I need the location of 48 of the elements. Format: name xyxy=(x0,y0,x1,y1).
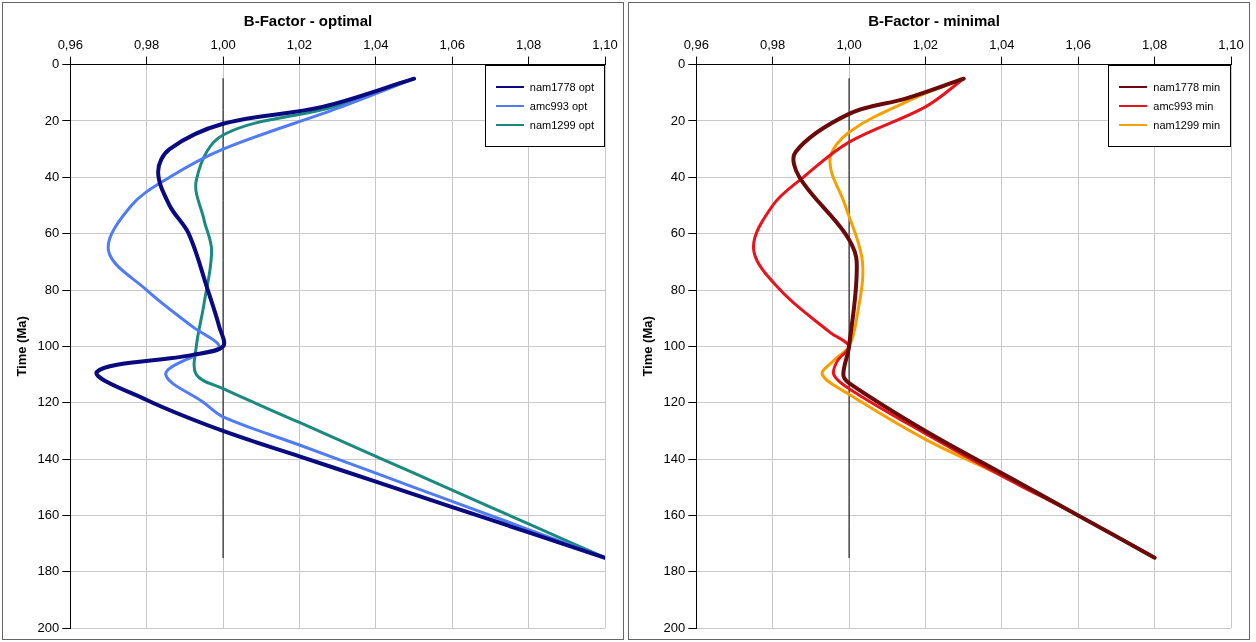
y-axis-title: Time (Ma) xyxy=(14,316,30,377)
y-tick-label: 20 xyxy=(670,112,686,128)
y-tick-label: 140 xyxy=(663,450,686,466)
x-tick-label: 0,96 xyxy=(57,37,83,53)
y-tick-label: 60 xyxy=(44,225,60,241)
y-tick-label: 20 xyxy=(44,112,60,128)
y-tick-label: 160 xyxy=(37,507,60,523)
x-tick-label: 1,06 xyxy=(1065,37,1091,53)
y-tick-label: 200 xyxy=(37,619,60,635)
x-tick-label: 1,10 xyxy=(1218,37,1244,53)
x-tick-label: 0,98 xyxy=(760,37,786,53)
y-tick-label: 180 xyxy=(37,563,60,579)
x-tick-label: 1,00 xyxy=(210,37,236,53)
legend-label: nam1778 min xyxy=(1153,81,1220,93)
y-tick-label: 120 xyxy=(37,394,60,410)
y-tick-label: 0 xyxy=(678,56,686,72)
y-tick-label: 40 xyxy=(44,168,60,184)
legend-label: nam1778 opt xyxy=(529,81,594,93)
y-tick-label: 180 xyxy=(663,563,686,579)
legend-label: amc993 min xyxy=(1153,100,1214,112)
y-tick-label: 140 xyxy=(37,450,60,466)
y-tick-label: 40 xyxy=(670,168,686,184)
x-tick-label: 1,00 xyxy=(836,37,862,53)
x-tick-label: 0,96 xyxy=(683,37,709,53)
x-tick-label: 1,10 xyxy=(592,37,618,53)
x-tick-label: 1,06 xyxy=(439,37,465,53)
y-tick-label: 100 xyxy=(663,337,686,353)
x-tick-label: 1,02 xyxy=(912,37,939,53)
x-tick-label: 1,04 xyxy=(363,37,389,53)
x-tick-label: 1,04 xyxy=(989,37,1015,53)
chart-title: B-Factor - minimal xyxy=(868,12,1000,30)
y-tick-label: 100 xyxy=(37,337,60,353)
y-tick-label: 60 xyxy=(670,225,686,241)
y-tick-label: 120 xyxy=(663,394,686,410)
x-tick-label: 1,02 xyxy=(286,37,313,53)
legend-label: amc993 opt xyxy=(529,100,588,112)
x-tick-label: 0,98 xyxy=(134,37,160,53)
legend-label: nam1299 min xyxy=(1153,119,1220,131)
y-tick-label: 200 xyxy=(663,619,686,635)
y-axis-title: Time (Ma) xyxy=(640,316,656,377)
chart-title: B-Factor - optimal xyxy=(243,12,373,30)
y-tick-label: 0 xyxy=(52,56,60,72)
y-tick-label: 80 xyxy=(44,281,60,297)
x-tick-label: 1,08 xyxy=(515,37,542,53)
x-tick-label: 1,08 xyxy=(1141,37,1168,53)
legend-label: nam1299 opt xyxy=(529,119,594,131)
y-tick-label: 160 xyxy=(663,507,686,523)
y-tick-label: 80 xyxy=(670,281,686,297)
